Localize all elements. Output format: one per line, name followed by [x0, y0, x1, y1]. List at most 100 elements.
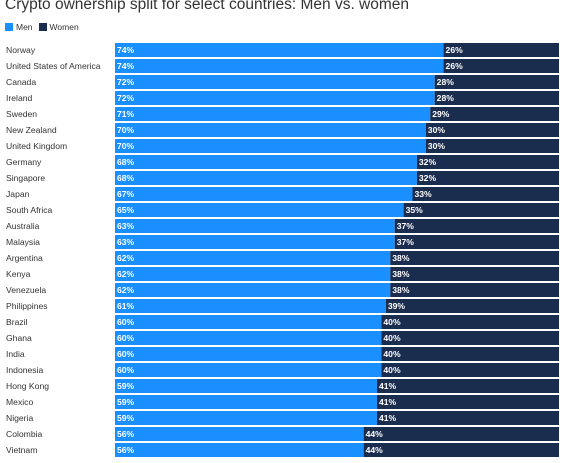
bar-women-india[interactable]	[381, 347, 559, 361]
chart-title: Crypto ownership split for select countr…	[5, 0, 410, 13]
category-label-brazil: Brazil	[6, 317, 28, 327]
data-label-men-mexico: 59%	[117, 397, 135, 407]
bar-women-philippines[interactable]	[385, 299, 559, 313]
data-label-women-argentina: 38%	[392, 253, 410, 263]
data-label-women-venezuela: 38%	[392, 285, 410, 295]
data-label-men-nigeria: 59%	[117, 413, 135, 423]
data-label-women-south-africa: 35%	[406, 205, 424, 215]
bar-women-vietnam[interactable]	[363, 443, 559, 457]
bar-men-brazil[interactable]	[115, 315, 382, 329]
bar-men-mexico[interactable]	[115, 395, 377, 409]
bar-men-malaysia[interactable]	[115, 235, 395, 249]
bar-men-singapore[interactable]	[115, 171, 417, 185]
legend-item-women[interactable]: Women	[38, 22, 79, 32]
category-label-norway: Norway	[6, 45, 36, 55]
bar-women-kenya[interactable]	[390, 267, 559, 281]
bar-men-argentina[interactable]	[115, 251, 391, 265]
bar-women-brazil[interactable]	[381, 315, 559, 329]
legend-item-men[interactable]: Men	[5, 22, 33, 32]
category-label-mexico: Mexico	[6, 397, 33, 407]
bar-women-ireland[interactable]	[434, 91, 559, 105]
bar-women-australia[interactable]	[394, 219, 559, 233]
category-label-south-africa: South Africa	[6, 205, 53, 215]
data-label-women-australia: 37%	[397, 221, 415, 231]
bar-men-philippines[interactable]	[115, 299, 386, 313]
bar-men-australia[interactable]	[115, 219, 395, 233]
bar-women-venezuela[interactable]	[390, 283, 559, 297]
bar-men-germany[interactable]	[115, 155, 417, 169]
bar-women-united-kingdom[interactable]	[425, 139, 559, 153]
data-label-women-nigeria: 41%	[379, 413, 397, 423]
data-label-women-mexico: 41%	[379, 397, 397, 407]
category-label-united-states-of-america: United States of America	[6, 61, 101, 71]
bar-men-hong-kong[interactable]	[115, 379, 377, 393]
bar-women-mexico[interactable]	[376, 395, 559, 409]
category-label-japan: Japan	[6, 189, 30, 199]
bar-women-japan[interactable]	[412, 187, 559, 201]
category-label-india: India	[6, 349, 25, 359]
bar-men-ghana[interactable]	[115, 331, 382, 345]
category-label-nigeria: Nigeria	[6, 413, 33, 423]
category-label-australia: Australia	[6, 221, 40, 231]
category-label-sweden: Sweden	[6, 109, 37, 119]
bar-women-germany[interactable]	[416, 155, 559, 169]
bar-women-nigeria[interactable]	[376, 411, 559, 425]
bar-women-south-africa[interactable]	[403, 203, 559, 217]
bar-women-sweden[interactable]	[430, 107, 559, 121]
data-label-women-new-zealand: 30%	[428, 125, 446, 135]
bar-men-indonesia[interactable]	[115, 363, 382, 377]
category-label-germany: Germany	[6, 157, 42, 167]
data-label-men-norway: 74%	[117, 45, 135, 55]
bar-men-norway[interactable]	[115, 43, 444, 57]
data-label-men-kenya: 62%	[117, 269, 135, 279]
bar-women-norway[interactable]	[443, 43, 559, 57]
data-label-men-brazil: 60%	[117, 317, 135, 327]
bar-women-united-states-of-america[interactable]	[443, 59, 559, 73]
bar-men-united-states-of-america[interactable]	[115, 59, 444, 73]
data-label-men-canada: 72%	[117, 77, 135, 87]
category-label-united-kingdom: United Kingdom	[6, 141, 67, 151]
data-label-men-australia: 63%	[117, 221, 135, 231]
bar-men-new-zealand[interactable]	[115, 123, 426, 137]
data-label-women-ireland: 28%	[437, 93, 455, 103]
data-label-men-argentina: 62%	[117, 253, 135, 263]
data-label-women-colombia: 44%	[366, 429, 384, 439]
data-label-men-united-kingdom: 70%	[117, 141, 135, 151]
data-label-men-venezuela: 62%	[117, 285, 135, 295]
bar-men-united-kingdom[interactable]	[115, 139, 426, 153]
bar-men-japan[interactable]	[115, 187, 413, 201]
data-label-women-brazil: 40%	[383, 317, 401, 327]
category-label-singapore: Singapore	[6, 173, 45, 183]
data-label-women-kenya: 38%	[392, 269, 410, 279]
data-label-men-germany: 68%	[117, 157, 135, 167]
data-label-women-united-kingdom: 30%	[428, 141, 446, 151]
data-label-women-malaysia: 37%	[397, 237, 415, 247]
data-label-men-colombia: 56%	[117, 429, 135, 439]
bar-women-ghana[interactable]	[381, 331, 559, 345]
bar-men-south-africa[interactable]	[115, 203, 404, 217]
category-label-venezuela: Venezuela	[6, 285, 46, 295]
bar-women-malaysia[interactable]	[394, 235, 559, 249]
bar-women-argentina[interactable]	[390, 251, 559, 265]
bar-men-india[interactable]	[115, 347, 382, 361]
bar-women-canada[interactable]	[434, 75, 559, 89]
bar-men-kenya[interactable]	[115, 267, 391, 281]
category-label-malaysia: Malaysia	[6, 237, 40, 247]
bar-women-colombia[interactable]	[363, 427, 559, 441]
bar-men-vietnam[interactable]	[115, 443, 364, 457]
data-label-men-ghana: 60%	[117, 333, 135, 343]
bar-men-canada[interactable]	[115, 75, 435, 89]
bar-men-colombia[interactable]	[115, 427, 364, 441]
bar-men-venezuela[interactable]	[115, 283, 391, 297]
data-label-women-norway: 26%	[446, 45, 464, 55]
legend-swatch-men	[5, 23, 13, 31]
bar-women-singapore[interactable]	[416, 171, 559, 185]
bar-women-new-zealand[interactable]	[425, 123, 559, 137]
bar-women-indonesia[interactable]	[381, 363, 559, 377]
bar-men-sweden[interactable]	[115, 107, 431, 121]
bar-men-ireland[interactable]	[115, 91, 435, 105]
bar-women-hong-kong[interactable]	[376, 379, 559, 393]
data-label-women-ghana: 40%	[383, 333, 401, 343]
bar-men-nigeria[interactable]	[115, 411, 377, 425]
data-label-men-singapore: 68%	[117, 173, 135, 183]
